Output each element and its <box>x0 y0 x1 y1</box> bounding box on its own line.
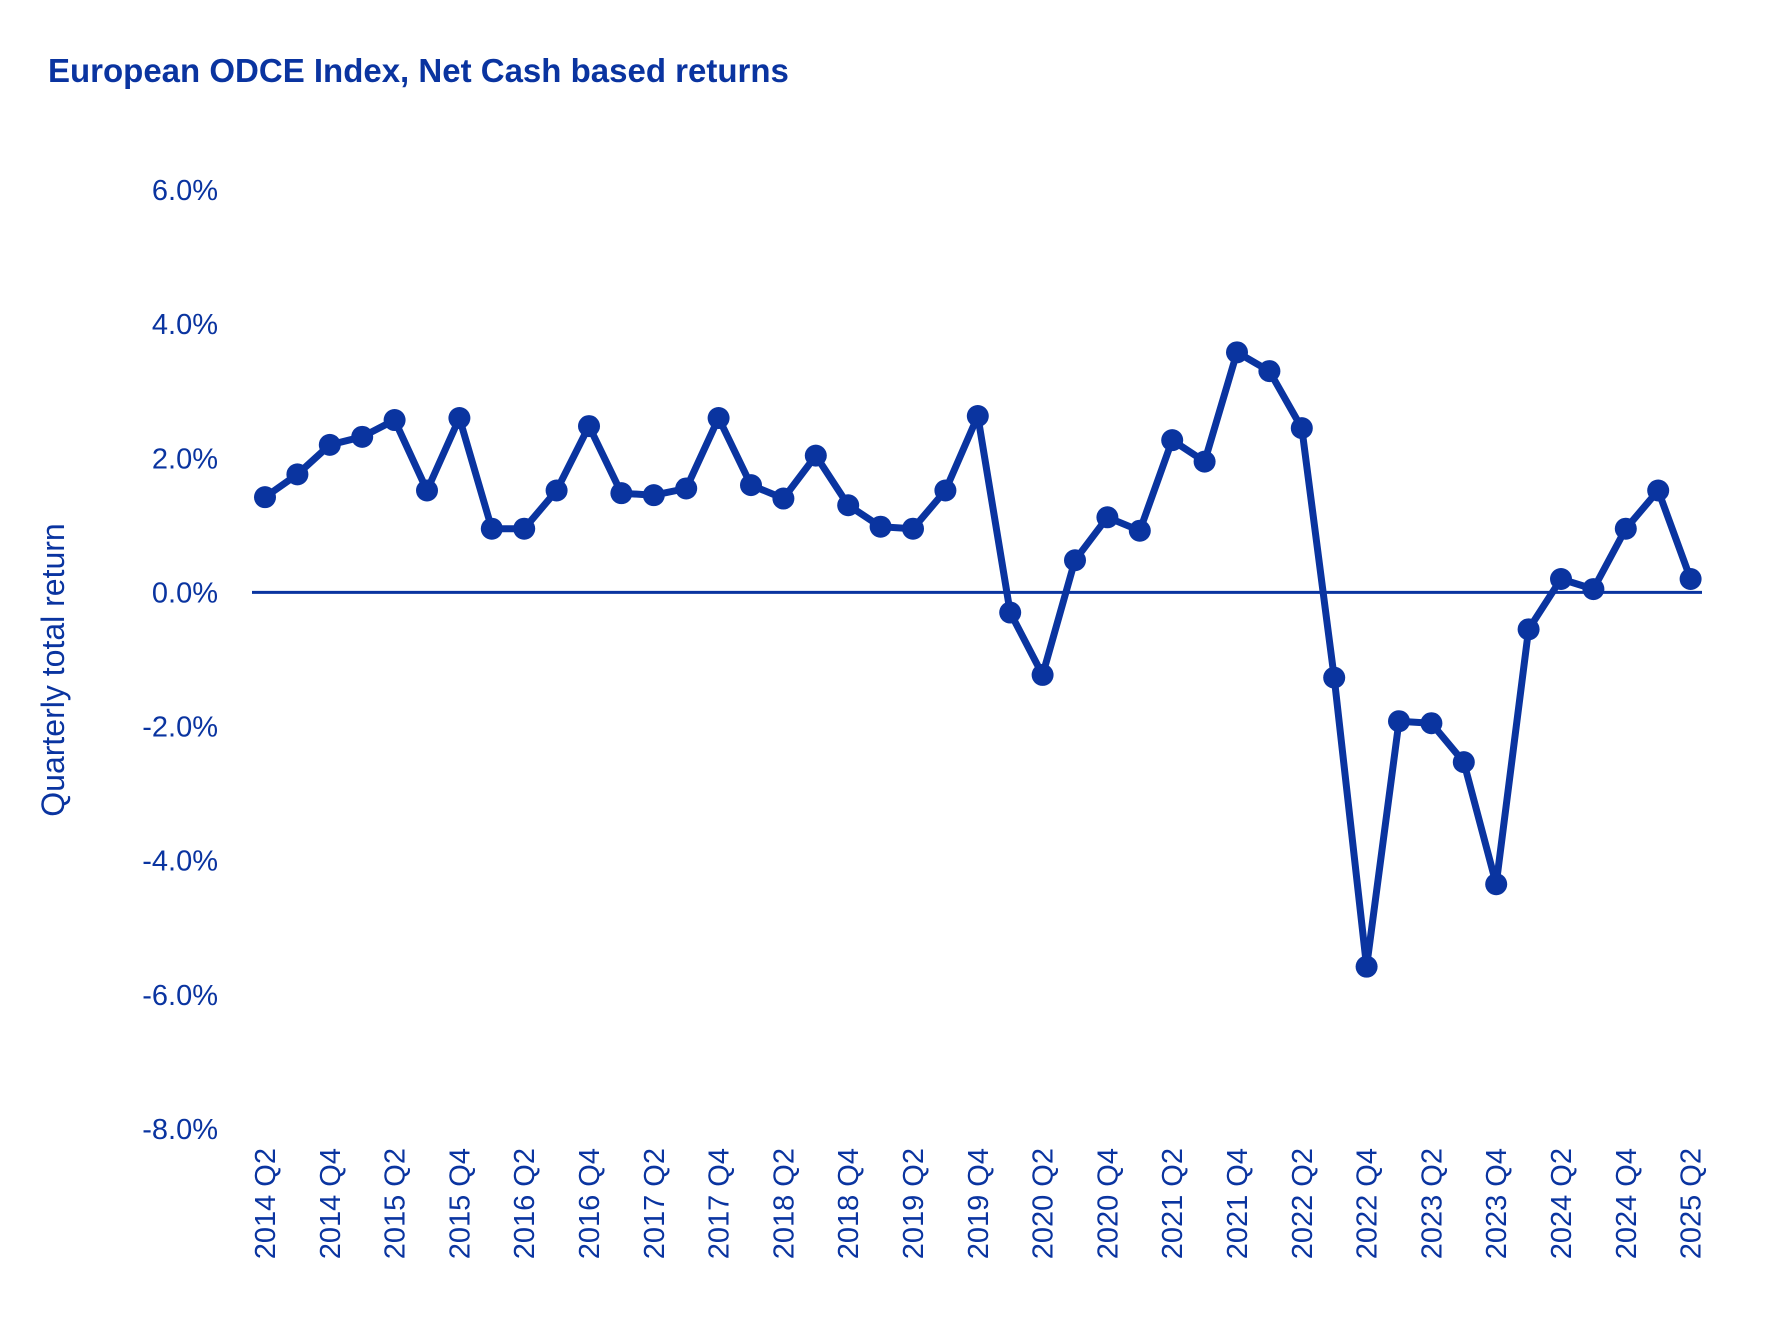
data-point <box>707 407 730 430</box>
data-point <box>383 409 406 432</box>
data-point <box>351 425 374 448</box>
data-point <box>1161 429 1184 452</box>
x-tick-label: 2015 Q2 <box>380 1148 412 1259</box>
x-tick-label: 2024 Q4 <box>1611 1148 1643 1259</box>
y-tick-label: -8.0% <box>142 1114 218 1146</box>
data-point <box>869 515 892 538</box>
data-point <box>1128 519 1151 542</box>
data-point <box>934 479 957 502</box>
x-tick-label: 2016 Q2 <box>509 1148 541 1259</box>
data-point <box>1290 417 1313 440</box>
x-tick-label: 2020 Q2 <box>1028 1148 1060 1259</box>
x-tick-label: 2017 Q4 <box>704 1148 736 1259</box>
data-point <box>1485 873 1508 896</box>
x-tick-label: 2023 Q4 <box>1481 1148 1513 1259</box>
x-tick-label: 2022 Q2 <box>1287 1148 1319 1259</box>
data-point <box>902 517 924 540</box>
x-tick-label: 2018 Q2 <box>768 1148 800 1259</box>
data-point <box>772 487 795 510</box>
data-point <box>610 482 633 505</box>
data-point <box>254 486 276 509</box>
data-point <box>1226 341 1248 364</box>
x-tick-label: 2023 Q2 <box>1416 1148 1448 1259</box>
data-point <box>286 463 309 486</box>
data-point <box>1614 517 1637 540</box>
y-axis-ticks: 6.0% 4.0% 2.0% 0.0% -2.0% -4.0% -6.0% -8.0% <box>142 175 218 1146</box>
data-point <box>1193 450 1216 473</box>
data-point <box>1452 751 1475 774</box>
data-point <box>1323 666 1346 689</box>
x-tick-label: 2016 Q4 <box>574 1148 606 1259</box>
data-point <box>966 405 989 428</box>
x-tick-label: 2025 Q2 <box>1676 1148 1708 1259</box>
data-point <box>1420 712 1443 735</box>
data-point <box>578 415 600 438</box>
data-point <box>1064 549 1086 572</box>
data-point <box>804 444 827 467</box>
data-point <box>480 517 503 540</box>
data-point <box>545 479 568 502</box>
data-point <box>837 494 860 517</box>
y-tick-label: -2.0% <box>142 712 218 744</box>
data-point <box>318 433 341 456</box>
data-point <box>1679 568 1702 591</box>
data-point <box>1647 479 1670 502</box>
y-tick-label: 2.0% <box>152 443 218 475</box>
data-point <box>448 407 471 430</box>
y-tick-label: -4.0% <box>142 846 218 878</box>
x-tick-label: 2020 Q4 <box>1092 1148 1124 1259</box>
y-tick-label: -6.0% <box>142 980 218 1012</box>
x-tick-label: 2014 Q4 <box>315 1148 347 1259</box>
data-point <box>740 474 762 497</box>
chart-title: European ODCE Index, Net Cash based retu… <box>48 52 789 89</box>
data-point <box>513 517 536 540</box>
x-tick-label: 2019 Q2 <box>898 1148 930 1259</box>
y-tick-label: 6.0% <box>152 175 218 207</box>
data-point <box>1582 578 1605 601</box>
data-point <box>642 484 665 507</box>
x-tick-label: 2019 Q4 <box>963 1148 995 1259</box>
x-tick-label: 2024 Q2 <box>1546 1148 1578 1259</box>
x-tick-label: 2018 Q4 <box>833 1148 865 1259</box>
data-point <box>675 477 698 500</box>
series-line <box>261 348 1695 971</box>
x-tick-label: 2021 Q4 <box>1222 1148 1254 1259</box>
x-axis-ticks: 2014 Q2 2014 Q4 2015 Q2 2015 Q4 2016 Q2 2016 … <box>250 1148 1708 1259</box>
data-point <box>1517 618 1540 641</box>
data-point <box>1258 360 1281 383</box>
data-point <box>1388 710 1410 733</box>
x-tick-label: 2022 Q4 <box>1352 1148 1384 1259</box>
data-point <box>1550 568 1572 591</box>
data-point <box>999 601 1022 624</box>
data-point <box>1096 506 1119 529</box>
x-tick-label: 2014 Q2 <box>250 1148 282 1259</box>
y-axis-label: Quarterly total return <box>35 523 71 816</box>
data-point <box>1355 955 1378 978</box>
series-points <box>254 341 1702 978</box>
y-tick-label: 4.0% <box>152 309 218 341</box>
x-tick-label: 2021 Q2 <box>1157 1148 1189 1259</box>
data-point <box>416 479 438 502</box>
x-tick-label: 2015 Q4 <box>444 1148 476 1259</box>
data-point <box>1031 663 1054 686</box>
x-tick-label: 2017 Q2 <box>639 1148 671 1259</box>
y-tick-label: 0.0% <box>152 577 218 609</box>
